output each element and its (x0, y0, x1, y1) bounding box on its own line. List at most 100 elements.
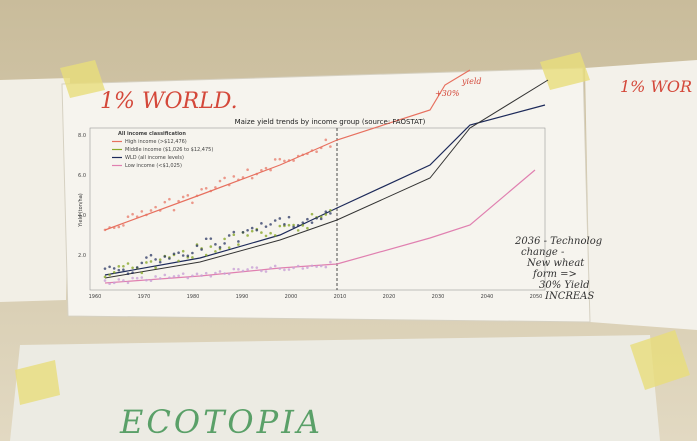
main-heading: 1% WORLD. (100, 89, 238, 114)
dot (218, 179, 222, 183)
x-tick-label: 1980 (187, 294, 200, 300)
dot (315, 150, 318, 154)
dot (191, 274, 194, 278)
dot (154, 258, 157, 261)
dot (223, 272, 226, 275)
x-tick-label: 2050 (530, 294, 543, 300)
dot (232, 233, 236, 237)
dot (283, 159, 286, 163)
dot (158, 260, 162, 264)
dot (149, 253, 153, 257)
dot (278, 224, 282, 228)
dot (112, 267, 116, 270)
dot (319, 146, 323, 150)
dot (149, 260, 153, 263)
dot (209, 274, 213, 278)
dot (237, 243, 240, 246)
ticks: 8.0 6.0 4.0 2.0 1960 1970 1980 1990 2000 2010 2020… (78, 133, 542, 300)
dot (241, 230, 245, 234)
dot (186, 276, 190, 280)
dot (273, 234, 277, 237)
dot (154, 275, 157, 278)
dot (122, 224, 125, 227)
dot (227, 234, 231, 237)
dot (301, 221, 305, 224)
left-paper (0, 78, 70, 302)
dot (319, 264, 323, 268)
bottom-paper (10, 335, 660, 441)
dot (168, 197, 171, 201)
dot (237, 268, 240, 271)
dot (172, 275, 176, 278)
dot (209, 189, 213, 193)
dot (177, 259, 180, 263)
dot (131, 266, 134, 270)
dot (255, 172, 259, 176)
dot (108, 226, 111, 229)
dot (232, 230, 236, 234)
dot (154, 266, 157, 270)
dot (204, 271, 208, 275)
dot (278, 157, 282, 161)
dot (250, 226, 254, 230)
dot (112, 226, 116, 230)
legend-entry: WLD (all income levels) (125, 155, 184, 161)
dot (278, 217, 282, 220)
legend-entry: Low income (<$1,025) (125, 163, 182, 169)
side-note-line: 2036 - Technolog (514, 236, 602, 247)
dot (158, 209, 162, 212)
dot (292, 159, 295, 162)
dot (301, 153, 305, 157)
side-note-line: INCREAS (544, 291, 594, 302)
legend-header: All income classification (118, 131, 186, 137)
top-note: yield (461, 77, 482, 86)
dot (126, 281, 130, 285)
dot (324, 265, 328, 269)
dot (186, 194, 190, 197)
dot (283, 268, 286, 272)
dot (214, 250, 217, 253)
dot (191, 251, 194, 255)
dot (117, 225, 121, 229)
dot (324, 138, 328, 142)
dot (315, 216, 318, 220)
right-paper (585, 60, 697, 330)
side-note-line: New wheat (526, 258, 585, 269)
dot (329, 212, 332, 215)
dot (117, 268, 121, 272)
dot (108, 282, 111, 286)
scatter-dots (103, 138, 332, 286)
dot (126, 215, 130, 219)
dot (135, 266, 139, 269)
dot (287, 215, 291, 219)
middle-income-line (104, 79, 549, 279)
side-note-line: change - (521, 247, 565, 258)
dot (195, 244, 199, 248)
dot (214, 243, 217, 246)
dot (306, 217, 309, 221)
low-income-line (104, 169, 536, 284)
plot-frame (89, 127, 546, 291)
bottom-label: ECOTOPIA (119, 403, 323, 441)
high-income-line (104, 69, 471, 231)
dot (181, 249, 185, 253)
dot (223, 242, 226, 245)
dot (209, 245, 213, 248)
dot (269, 223, 272, 226)
dot (149, 279, 153, 283)
dot (191, 201, 194, 205)
tape (630, 330, 690, 390)
dot (218, 246, 222, 249)
dot (269, 231, 272, 235)
dot (250, 176, 254, 180)
chart-title: Maize yield trends by income group (sour… (235, 118, 426, 126)
dot (135, 215, 139, 218)
dot (158, 258, 162, 262)
dot (108, 273, 111, 277)
dot (145, 261, 148, 264)
dot (310, 149, 314, 152)
dot (214, 271, 217, 275)
dot (163, 255, 167, 258)
dot (292, 266, 295, 270)
